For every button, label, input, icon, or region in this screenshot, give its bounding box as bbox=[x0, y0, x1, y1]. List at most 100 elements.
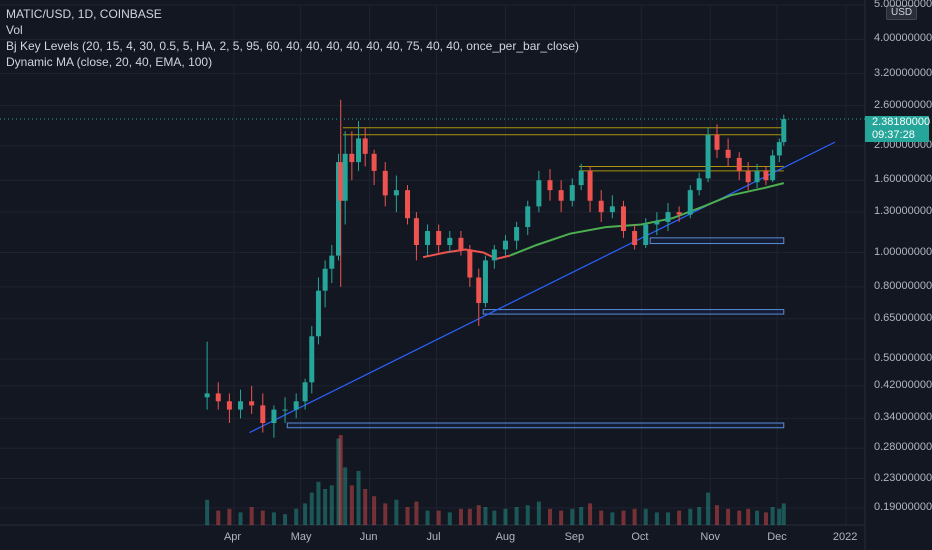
volume-bar bbox=[249, 507, 254, 525]
bar-countdown: 09:37:28 bbox=[872, 129, 915, 141]
candle-body bbox=[705, 134, 711, 179]
volume-bar bbox=[447, 512, 452, 525]
candle-body bbox=[632, 231, 638, 246]
candle-body bbox=[609, 206, 615, 213]
time-tick-label: Jun bbox=[359, 531, 378, 543]
time-tick-label: Aug bbox=[495, 531, 516, 543]
candle-body bbox=[393, 190, 399, 196]
candle-body bbox=[736, 157, 742, 171]
volume-bar bbox=[476, 505, 481, 525]
time-tick-label: Oct bbox=[631, 531, 649, 543]
candle-body bbox=[447, 237, 453, 246]
volume-indicator-label[interactable]: Vol bbox=[6, 23, 23, 37]
price-tick-label: 0.80000000 bbox=[874, 279, 932, 292]
volume-bar bbox=[632, 508, 637, 525]
candle-body bbox=[476, 277, 482, 304]
price-tick-label: 0.50000000 bbox=[874, 352, 932, 365]
volume-bar bbox=[363, 489, 368, 525]
volume-bar bbox=[329, 485, 334, 525]
candle-body bbox=[514, 227, 520, 241]
candle-body bbox=[413, 218, 419, 246]
volume-bar bbox=[763, 512, 768, 525]
volume-bar bbox=[781, 503, 786, 525]
volume-bar bbox=[654, 512, 659, 525]
volume-bar bbox=[405, 507, 410, 525]
volume-bar bbox=[458, 508, 463, 525]
candle-body bbox=[371, 153, 377, 171]
candle-body bbox=[356, 138, 362, 163]
moving-average-red-segment bbox=[422, 248, 511, 260]
time-tick-label: May bbox=[290, 531, 312, 543]
candle-body bbox=[329, 255, 335, 269]
candle-body bbox=[620, 206, 626, 232]
price-tick-label: 0.28000000 bbox=[874, 441, 932, 454]
volume-bar bbox=[559, 510, 564, 525]
volume-bar bbox=[643, 508, 648, 525]
candle-body bbox=[282, 409, 288, 411]
key-levels-indicator-label[interactable]: Bj Key Levels (20, 15, 4, 30, 0.5, 5, HA… bbox=[6, 39, 580, 53]
volume-bar bbox=[536, 501, 541, 525]
volume-bar bbox=[336, 438, 341, 525]
volume-bar bbox=[770, 507, 775, 525]
candle-body bbox=[309, 336, 315, 383]
symbol-title[interactable]: MATIC/USD, 1D, COINBASE bbox=[6, 7, 162, 21]
volume-bar bbox=[303, 503, 308, 525]
support-zone bbox=[286, 422, 785, 429]
volume-bar bbox=[216, 510, 221, 525]
candle-body bbox=[204, 393, 210, 398]
support-zone bbox=[482, 309, 785, 315]
candle-body bbox=[335, 162, 341, 256]
volume-bar bbox=[697, 507, 702, 525]
volume-bar bbox=[260, 510, 265, 525]
volume-bar bbox=[588, 503, 593, 525]
currency-badge[interactable]: USD bbox=[886, 5, 918, 20]
volume-bar bbox=[343, 467, 348, 525]
volume-bar bbox=[570, 508, 575, 525]
volume-bar bbox=[621, 510, 626, 525]
candle-body bbox=[249, 401, 255, 406]
last-price-value: 2.38180000 bbox=[872, 116, 931, 128]
dynamic-ma-indicator-label[interactable]: Dynamic MA (close, 20, 40, EMA, 100) bbox=[6, 55, 213, 69]
candle-body bbox=[436, 231, 442, 246]
support-zone bbox=[649, 237, 785, 245]
candle-body bbox=[425, 231, 431, 246]
candle-body bbox=[776, 142, 782, 156]
candle-body bbox=[315, 290, 321, 337]
candle-body bbox=[362, 138, 368, 154]
price-tick-label: 3.20000000 bbox=[874, 66, 932, 79]
candle-body bbox=[654, 221, 660, 225]
price-tick-label: 0.65000000 bbox=[874, 311, 932, 324]
volume-bar bbox=[309, 492, 314, 525]
price-tick-label: 0.42000000 bbox=[874, 378, 932, 391]
volume-bar bbox=[483, 507, 488, 525]
candle-body bbox=[643, 224, 649, 246]
volume-bar bbox=[394, 499, 399, 525]
candle-body bbox=[338, 162, 344, 201]
volume-bar bbox=[599, 510, 604, 525]
price-tick-label: 1.00000000 bbox=[874, 245, 932, 258]
volume-bar bbox=[610, 512, 615, 525]
candle-body bbox=[569, 185, 575, 201]
volume-bar bbox=[746, 508, 751, 525]
candle-body bbox=[293, 401, 299, 410]
candle-body bbox=[322, 268, 328, 291]
candle-body bbox=[502, 240, 508, 250]
volume-bar bbox=[755, 510, 760, 525]
last-price-tag: 2.38180000 09:37:28 bbox=[865, 116, 931, 142]
volume-bar bbox=[271, 512, 276, 525]
volume-bar bbox=[338, 435, 343, 525]
candle-body bbox=[687, 190, 693, 215]
candle-body bbox=[558, 190, 564, 201]
volume-bar bbox=[579, 507, 584, 525]
candle-body bbox=[349, 153, 355, 163]
candle-body bbox=[578, 170, 584, 186]
volume-bar bbox=[349, 485, 354, 525]
time-tick-label: Apr bbox=[223, 531, 242, 543]
candle-body bbox=[382, 170, 388, 196]
volume-bar bbox=[414, 501, 419, 525]
time-tick-label: Dec bbox=[767, 531, 787, 543]
candle-body bbox=[302, 382, 308, 402]
candle-body bbox=[271, 409, 277, 423]
volume-bar bbox=[525, 505, 530, 525]
